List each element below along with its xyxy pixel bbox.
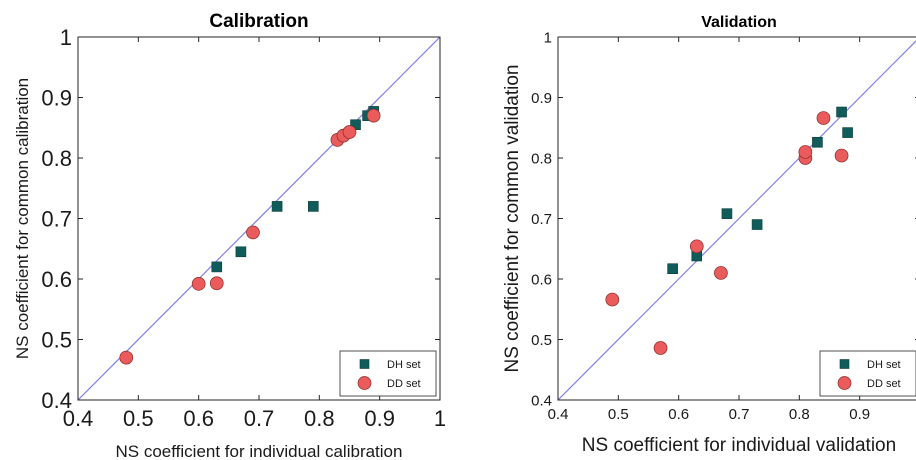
- x-tick-label: 0.6: [183, 406, 214, 431]
- legend-label: DH set: [867, 359, 901, 371]
- data-point-circle: [689, 239, 704, 254]
- x-tick-label: 0.8: [789, 406, 810, 423]
- y-tick-label: 0.6: [531, 271, 552, 288]
- data-point-circle: [191, 276, 206, 291]
- data-point-square: [211, 261, 223, 273]
- series-dd-set: [605, 111, 849, 355]
- data-point-circle: [342, 125, 357, 139]
- x-tick-label: 0.8: [304, 406, 335, 431]
- x-tick-label: 0.7: [729, 406, 750, 423]
- data-point-circle: [834, 148, 849, 163]
- data-point-circle: [714, 266, 728, 280]
- series-dh-set: [667, 106, 853, 275]
- y-tick-label: 0.4: [41, 388, 72, 413]
- data-point-circle: [209, 276, 224, 291]
- data-point-square: [836, 106, 847, 118]
- legend-marker-circle: [837, 376, 852, 390]
- one-to-one-line: [558, 40, 916, 400]
- legend-marker-square: [359, 359, 370, 369]
- x-tick-label: 0.4: [548, 406, 569, 423]
- legend-box: [819, 350, 916, 397]
- y-tick-label: 0.7: [41, 206, 72, 231]
- y-tick-label: 0.8: [531, 150, 552, 167]
- y-tick-label: 0.4: [531, 392, 552, 409]
- y-tick-label: 0.7: [531, 211, 552, 228]
- series-dd-set: [119, 108, 381, 365]
- x-tick-label: 0.9: [364, 406, 395, 431]
- legend-label: DD set: [387, 378, 421, 390]
- data-point-circle: [653, 341, 668, 355]
- data-point-square: [271, 201, 283, 212]
- one-to-one-line: [78, 37, 440, 400]
- data-point-square: [751, 219, 763, 230]
- x-axis-label: NS coefficient for individual validation: [582, 435, 896, 456]
- y-axis-label: NS coefficient for common validation: [502, 64, 523, 372]
- legend-marker-circle: [357, 376, 372, 390]
- data-point-circle: [366, 108, 381, 123]
- data-point-square: [307, 201, 319, 212]
- data-point-square: [812, 136, 823, 148]
- legend-label: DD set: [867, 378, 901, 390]
- x-tick-label: 0.9: [849, 406, 870, 423]
- x-tick-label: 0.6: [668, 406, 689, 423]
- data-point-circle: [605, 292, 620, 307]
- chart-panel-2: 0.40.50.60.70.80.910.40.50.60.70.80.91Va…: [502, 14, 916, 456]
- y-tick-label: 1: [544, 29, 552, 46]
- y-tick-label: 0.8: [41, 146, 72, 171]
- chart-title: Validation: [701, 14, 777, 31]
- x-tick-label: 0.5: [123, 406, 154, 431]
- y-tick-label: 0.9: [531, 90, 552, 107]
- x-tick-label: 0.7: [244, 406, 275, 431]
- y-tick-label: 0.9: [41, 85, 72, 110]
- data-point-square: [721, 208, 733, 219]
- legend-marker-square: [839, 359, 850, 369]
- chart-panel-1: 0.4 0.5 0.6 0.7 0.8 0.9 1 0.4 0.5 0.6 0.7 0.8 0.9 1 Ca…: [13, 11, 446, 460]
- data-point-circle: [246, 225, 260, 240]
- data-point-square: [667, 263, 678, 275]
- x-tick-label: 0.5: [608, 406, 629, 423]
- data-point-circle: [119, 350, 134, 365]
- legend: DH set DD set: [819, 350, 916, 397]
- y-tick-label: 0.6: [41, 267, 72, 292]
- y-tick-label: 1: [60, 25, 72, 50]
- data-point-square: [842, 127, 853, 138]
- data-point-circle: [816, 111, 831, 125]
- y-tick-label: 0.5: [41, 327, 72, 352]
- y-tick-label: 0.5: [531, 332, 552, 349]
- chart-title: Calibration: [209, 11, 308, 32]
- legend-label: DH set: [387, 359, 421, 371]
- x-tick-label: 0.4: [63, 406, 94, 431]
- x-axis-label: NS coefficient for individual calibratio…: [116, 442, 403, 460]
- y-axis-label: NS coefficient for common calibration: [13, 78, 32, 359]
- legend-box: [339, 350, 437, 397]
- x-tick-label: 1: [434, 406, 446, 431]
- legend: DH set DD set: [339, 350, 437, 397]
- data-point-square: [235, 246, 247, 258]
- data-point-circle: [798, 145, 813, 159]
